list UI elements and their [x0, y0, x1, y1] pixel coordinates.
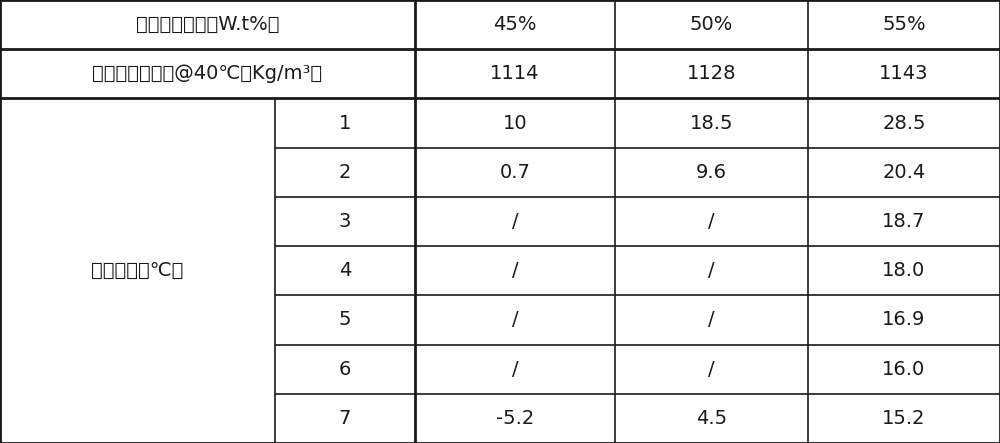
Text: 20.4: 20.4 [882, 163, 926, 182]
Text: 9.6: 9.6 [696, 163, 727, 182]
Text: 6: 6 [339, 360, 351, 379]
Text: /: / [512, 311, 518, 330]
Text: 10: 10 [503, 113, 527, 132]
Text: 7: 7 [339, 409, 351, 428]
Text: 1128: 1128 [687, 64, 736, 83]
Text: 18.7: 18.7 [882, 212, 926, 231]
Text: /: / [708, 360, 715, 379]
Text: 50%: 50% [690, 15, 733, 34]
Text: 5: 5 [339, 311, 351, 330]
Text: 尿素溶液密度（@40℃，Kg/m³）: 尿素溶液密度（@40℃，Kg/m³） [92, 64, 323, 83]
Text: 18.5: 18.5 [690, 113, 733, 132]
Text: 3: 3 [339, 212, 351, 231]
Text: 1114: 1114 [490, 64, 540, 83]
Text: 尿素溶液浓度（W.t%）: 尿素溶液浓度（W.t%） [136, 15, 279, 34]
Text: 1: 1 [339, 113, 351, 132]
Text: 45%: 45% [493, 15, 537, 34]
Text: 2: 2 [339, 163, 351, 182]
Text: 55%: 55% [882, 15, 926, 34]
Text: 16.0: 16.0 [882, 360, 926, 379]
Text: 4: 4 [339, 261, 351, 280]
Text: -5.2: -5.2 [496, 409, 534, 428]
Text: 0.7: 0.7 [500, 163, 530, 182]
Text: 16.9: 16.9 [882, 311, 926, 330]
Text: 结晶温度（℃）: 结晶温度（℃） [91, 261, 184, 280]
Text: /: / [708, 212, 715, 231]
Text: /: / [708, 261, 715, 280]
Text: /: / [512, 360, 518, 379]
Text: /: / [512, 261, 518, 280]
Text: /: / [708, 311, 715, 330]
Text: 15.2: 15.2 [882, 409, 926, 428]
Text: 28.5: 28.5 [882, 113, 926, 132]
Text: 18.0: 18.0 [882, 261, 926, 280]
Text: 4.5: 4.5 [696, 409, 727, 428]
Text: 1143: 1143 [879, 64, 929, 83]
Text: /: / [512, 212, 518, 231]
